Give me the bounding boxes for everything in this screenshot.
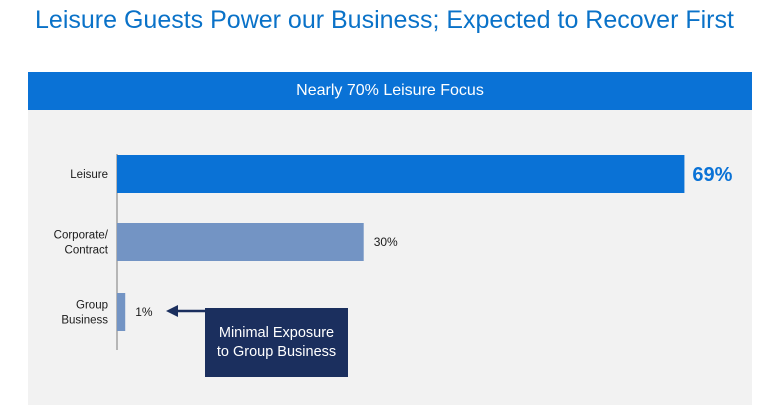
chart-panel: Nearly 70% Leisure Focus Leisure 69% Corpo…: [28, 72, 752, 405]
page-title: Leisure Guests Power our Business; Expec…: [35, 6, 734, 34]
value-label: 30%: [374, 235, 398, 249]
callout-box: Minimal Exposure to Group Business: [205, 308, 348, 377]
arrow-left-icon: [166, 305, 206, 317]
category-label: Group Business: [61, 300, 108, 327]
category-label: Corporate/Contract: [54, 230, 109, 257]
bar-0: [117, 155, 685, 193]
bar-chart: Leisure 69% Corporate/Contract 30% Group Busi…: [54, 154, 733, 350]
value-label: 1%: [135, 305, 153, 319]
value-label: 69%: [692, 164, 732, 186]
bar-1: [117, 223, 364, 261]
chart-title: Nearly 70% Leisure Focus: [28, 72, 752, 110]
bar-2: [117, 293, 126, 331]
category-label: Leisure: [70, 169, 108, 181]
